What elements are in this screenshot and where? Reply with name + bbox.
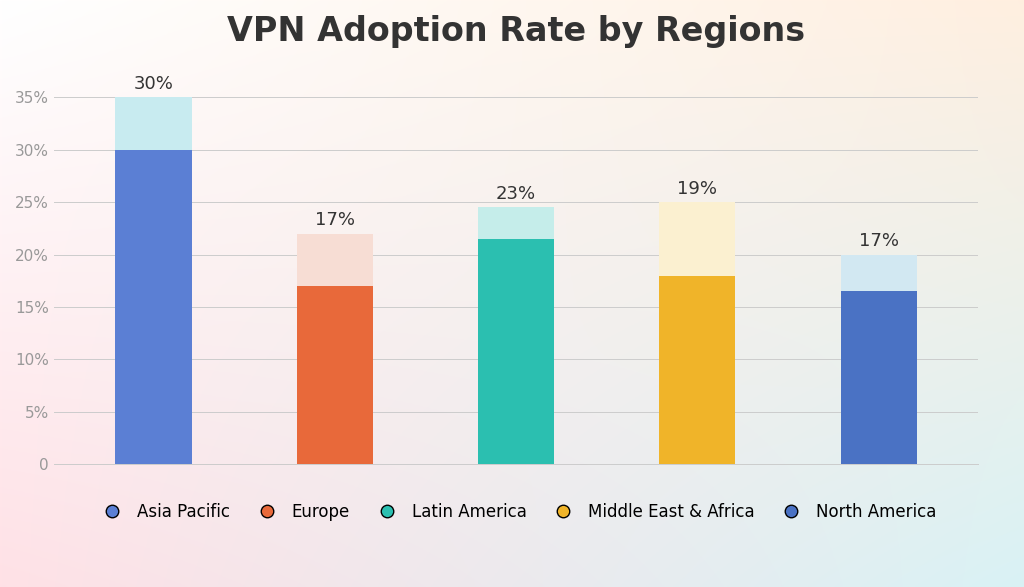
Bar bbox=[297, 234, 373, 464]
Bar bbox=[841, 255, 916, 464]
Text: 23%: 23% bbox=[496, 185, 537, 203]
Text: 30%: 30% bbox=[133, 75, 173, 93]
Bar bbox=[659, 202, 735, 464]
Bar bbox=[659, 275, 735, 464]
Text: 19%: 19% bbox=[678, 180, 718, 198]
Bar bbox=[841, 291, 916, 464]
Bar bbox=[297, 286, 373, 464]
Bar bbox=[116, 150, 191, 464]
Legend: Asia Pacific, Europe, Latin America, Middle East & Africa, North America: Asia Pacific, Europe, Latin America, Mid… bbox=[89, 497, 943, 528]
Text: 17%: 17% bbox=[314, 211, 355, 230]
Bar bbox=[116, 97, 191, 464]
Bar bbox=[478, 207, 554, 464]
Title: VPN Adoption Rate by Regions: VPN Adoption Rate by Regions bbox=[227, 15, 805, 48]
Text: 17%: 17% bbox=[859, 232, 899, 251]
Bar bbox=[478, 239, 554, 464]
